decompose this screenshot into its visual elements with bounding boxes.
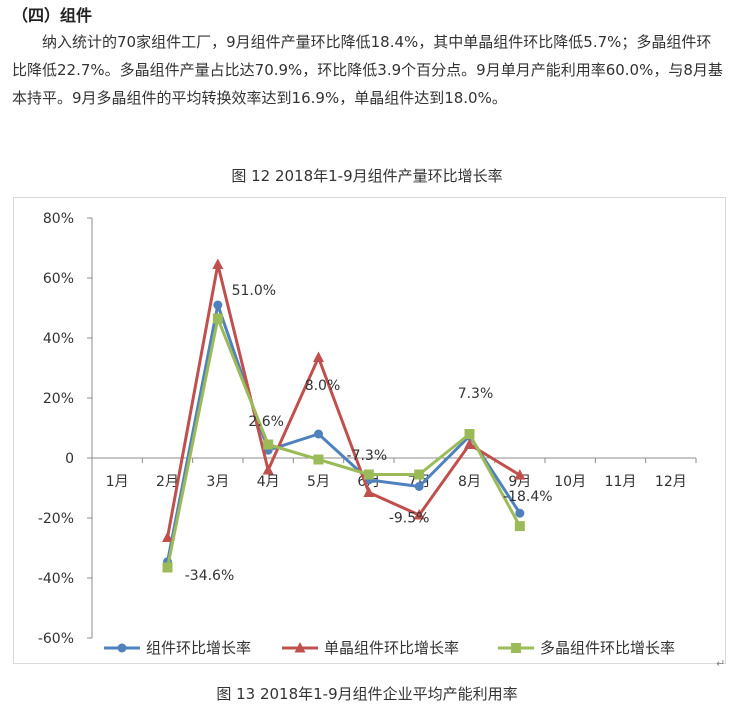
figure-13-caption: 图 13 2018年1-9月组件企业平均产能利用率 <box>216 685 518 703</box>
chart-frame <box>13 197 726 664</box>
cursor-mark-icon: ↵ <box>716 657 726 670</box>
section-heading: （四）组件 <box>12 6 93 25</box>
section-paragraph: 纳入统计的70家组件工厂，9月组件产量环比降低18.4%，其中单晶组件环比降低5… <box>12 33 723 107</box>
figure-12-caption: 图 12 2018年1-9月组件产量环比增长率 <box>231 167 503 185</box>
